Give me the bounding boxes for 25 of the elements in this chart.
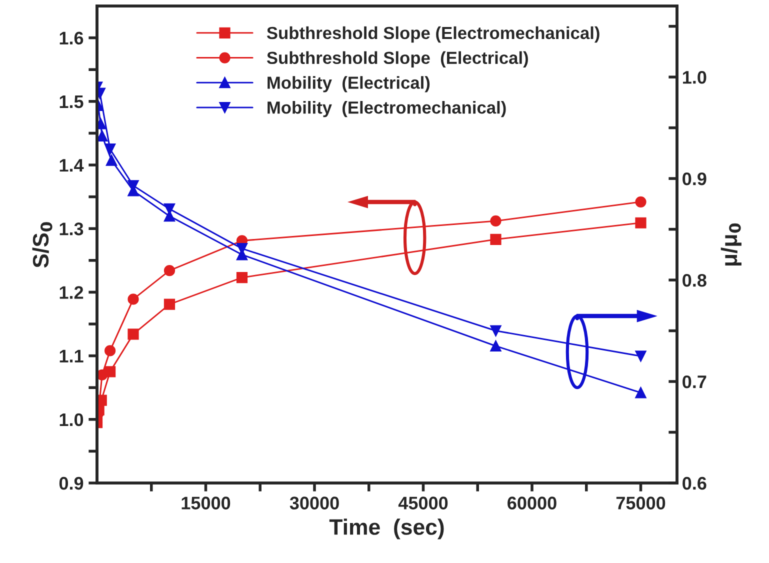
- y-tick-label: 1.6: [60, 32, 84, 45]
- x-axis-title: Time (sec): [329, 518, 444, 540]
- legend-label: Mobility (Electrical): [268, 76, 430, 92]
- y-tick-label: 1.4: [60, 159, 84, 172]
- legend-label: Mobility (Electromechanical): [268, 100, 506, 118]
- legend-label: Subthreshold Slope (Electromechanical): [266, 26, 600, 43]
- y-tick-label: 1.0: [60, 413, 84, 426]
- y2-tick-label: 0.7: [682, 375, 706, 388]
- x-tick-label: 60000: [508, 496, 556, 510]
- y2-tick-label: 0.8: [682, 274, 706, 287]
- y-tick-label: 1.1: [60, 350, 84, 362]
- y2-tick-label: 0.6: [682, 476, 706, 490]
- y-tick-label: 0.9: [59, 476, 84, 490]
- y-tick-label: 1.3: [60, 222, 84, 236]
- legend-label: Subthreshold Slope (Electrical): [266, 51, 528, 68]
- x-tick-label: 75000: [616, 496, 666, 510]
- y2-tick-label: 0.9: [682, 172, 706, 186]
- x-tick-label: 30000: [290, 496, 339, 510]
- y-tick-label: 1.2: [60, 286, 84, 299]
- x-tick-label: 45000: [398, 496, 448, 510]
- y-tick-label: 1.5: [60, 96, 84, 108]
- x-tick-label: 15000: [182, 496, 230, 510]
- y2-axis-title: μ/μ$_{0}$: [720, 223, 742, 266]
- y2-tick-label: 1.0: [683, 70, 706, 84]
- y-axis-title: S/S$_{0}$: [32, 222, 52, 268]
